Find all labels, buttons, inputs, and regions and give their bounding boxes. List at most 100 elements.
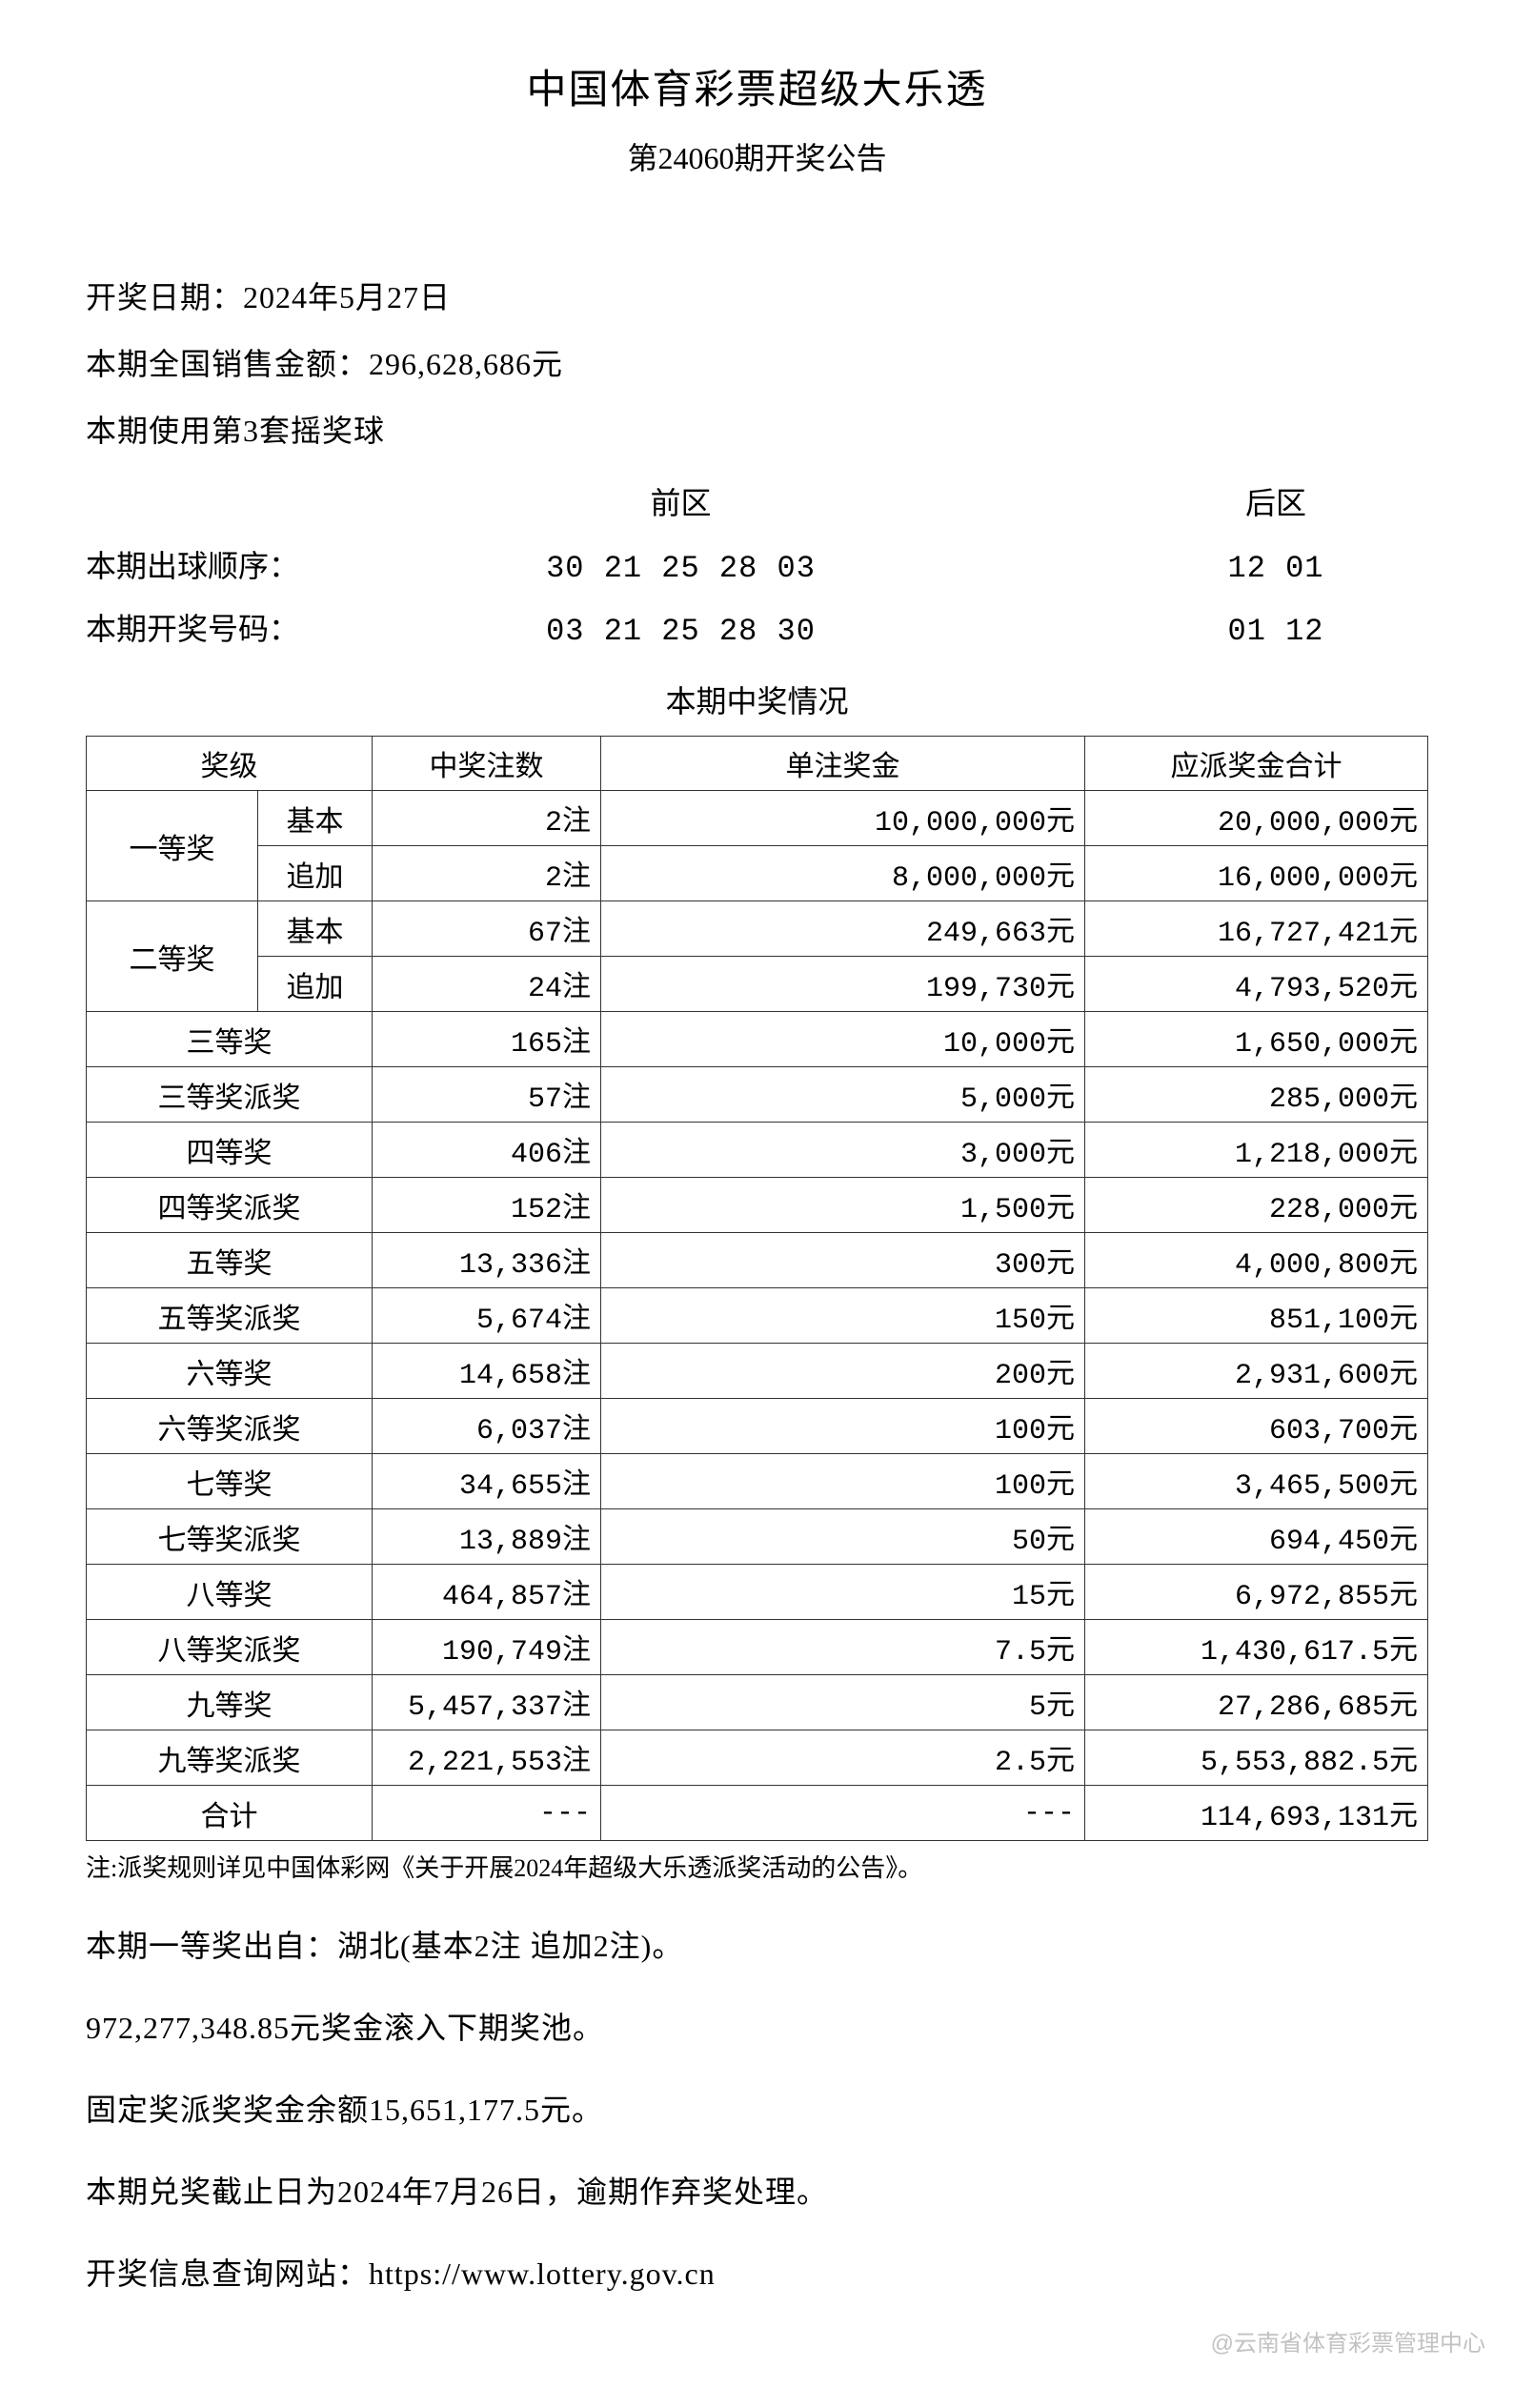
tier-main-cell: 一等奖 <box>87 791 258 901</box>
table-row: 四等奖406注3,000元1,218,000元 <box>87 1123 1428 1178</box>
draw-order-label: 本期出球顺序： <box>86 542 353 586</box>
table-row: 追加2注8,000,000元16,000,000元 <box>87 846 1428 901</box>
table-row: 八等奖464,857注15元6,972,855元 <box>87 1565 1428 1620</box>
count-cell: 152注 <box>373 1178 601 1233</box>
tier-single-cell: 九等奖派奖 <box>87 1730 373 1786</box>
tier-sub-cell: 基本 <box>258 791 373 846</box>
total-cell: 5,553,882.5元 <box>1085 1730 1428 1786</box>
count-cell: 24注 <box>373 957 601 1012</box>
total-cell: 228,000元 <box>1085 1178 1428 1233</box>
total-cell: 2,931,600元 <box>1085 1344 1428 1399</box>
draw-date: 开奖日期：2024年5月27日 <box>86 273 1428 317</box>
per-prize-cell: 200元 <box>601 1344 1085 1399</box>
total-cell: 285,000元 <box>1085 1067 1428 1123</box>
count-cell: 13,889注 <box>373 1509 601 1565</box>
per-prize-cell: 7.5元 <box>601 1620 1085 1675</box>
count-cell: 190,749注 <box>373 1620 601 1675</box>
table-row: 七等奖派奖13,889注50元694,450元 <box>87 1509 1428 1565</box>
winning-row: 本期开奖号码： 03 21 25 28 30 01 12 <box>86 605 1428 649</box>
tier-single-cell: 九等奖 <box>87 1675 373 1730</box>
per-prize-cell: 3,000元 <box>601 1123 1085 1178</box>
table-row: 五等奖13,336注300元4,000,800元 <box>87 1233 1428 1288</box>
per-prize-cell: 2.5元 <box>601 1730 1085 1786</box>
footer-fixed-balance: 固定奖派奖奖金余额15,651,177.5元。 <box>86 2086 1428 2130</box>
total-cell: 16,727,421元 <box>1085 901 1428 957</box>
header-per: 单注奖金 <box>601 737 1085 791</box>
tier-sub-cell: 追加 <box>258 957 373 1012</box>
total-cell: 603,700元 <box>1085 1399 1428 1454</box>
per-prize-cell: 199,730元 <box>601 957 1085 1012</box>
document-title: 中国体育彩票超级大乐透 <box>86 57 1428 115</box>
per-prize-cell: 249,663元 <box>601 901 1085 957</box>
zone-header-row: 前区 后区 <box>86 479 1428 523</box>
table-row: 合计------114,693,131元 <box>87 1786 1428 1841</box>
count-cell: 6,037注 <box>373 1399 601 1454</box>
table-row: 三等奖165注10,000元1,650,000元 <box>87 1012 1428 1067</box>
count-cell: 2,221,553注 <box>373 1730 601 1786</box>
table-row: 追加24注199,730元4,793,520元 <box>87 957 1428 1012</box>
count-cell: 14,658注 <box>373 1344 601 1399</box>
total-cell: 3,465,500元 <box>1085 1454 1428 1509</box>
table-row: 六等奖14,658注200元2,931,600元 <box>87 1344 1428 1399</box>
winning-front: 03 21 25 28 30 <box>353 614 1123 649</box>
count-cell: --- <box>373 1786 601 1841</box>
tier-single-cell: 五等奖派奖 <box>87 1288 373 1344</box>
count-cell: 406注 <box>373 1123 601 1178</box>
front-zone-label: 前区 <box>353 479 1123 523</box>
table-row: 七等奖34,655注100元3,465,500元 <box>87 1454 1428 1509</box>
per-prize-cell: 100元 <box>601 1454 1085 1509</box>
per-prize-cell: 5元 <box>601 1675 1085 1730</box>
footer-deadline: 本期兑奖截止日为2024年7月26日，逾期作弃奖处理。 <box>86 2168 1428 2212</box>
table-row: 二等奖基本67注249,663元16,727,421元 <box>87 901 1428 957</box>
per-prize-cell: 1,500元 <box>601 1178 1085 1233</box>
draw-order-back: 12 01 <box>1123 551 1428 586</box>
tier-single-cell: 五等奖 <box>87 1233 373 1288</box>
count-cell: 5,457,337注 <box>373 1675 601 1730</box>
table-row: 一等奖基本2注10,000,000元20,000,000元 <box>87 791 1428 846</box>
total-cell: 20,000,000元 <box>1085 791 1428 846</box>
per-prize-cell: 300元 <box>601 1233 1085 1288</box>
total-cell: 1,650,000元 <box>1085 1012 1428 1067</box>
tier-single-cell: 合计 <box>87 1786 373 1841</box>
draw-order-row: 本期出球顺序： 30 21 25 28 03 12 01 <box>86 542 1428 586</box>
per-prize-cell: 10,000,000元 <box>601 791 1085 846</box>
back-zone-label: 后区 <box>1123 479 1428 523</box>
count-cell: 13,336注 <box>373 1233 601 1288</box>
total-cell: 1,430,617.5元 <box>1085 1620 1428 1675</box>
prize-table: 奖级 中奖注数 单注奖金 应派奖金合计 一等奖基本2注10,000,000元20… <box>86 736 1428 1841</box>
tier-single-cell: 四等奖 <box>87 1123 373 1178</box>
ball-set: 本期使用第3套摇奖球 <box>86 407 1428 451</box>
tier-single-cell: 六等奖 <box>87 1344 373 1399</box>
total-cell: 1,218,000元 <box>1085 1123 1428 1178</box>
count-cell: 2注 <box>373 846 601 901</box>
count-cell: 2注 <box>373 791 601 846</box>
draw-order-front: 30 21 25 28 03 <box>353 551 1123 586</box>
table-row: 九等奖派奖2,221,553注2.5元5,553,882.5元 <box>87 1730 1428 1786</box>
count-cell: 165注 <box>373 1012 601 1067</box>
sales-amount: 本期全国销售金额：296,628,686元 <box>86 340 1428 384</box>
table-footnote: 注:派奖规则详见中国体彩网《关于开展2024年超级大乐透派奖活动的公告》。 <box>86 1849 1428 1884</box>
document-subtitle: 第24060期开奖公告 <box>86 134 1428 178</box>
total-cell: 114,693,131元 <box>1085 1786 1428 1841</box>
tier-single-cell: 三等奖 <box>87 1012 373 1067</box>
tier-single-cell: 四等奖派奖 <box>87 1178 373 1233</box>
total-cell: 16,000,000元 <box>1085 846 1428 901</box>
tier-main-cell: 二等奖 <box>87 901 258 1012</box>
tier-single-cell: 八等奖 <box>87 1565 373 1620</box>
count-cell: 34,655注 <box>373 1454 601 1509</box>
per-prize-cell: 15元 <box>601 1565 1085 1620</box>
count-cell: 5,674注 <box>373 1288 601 1344</box>
total-cell: 4,000,800元 <box>1085 1233 1428 1288</box>
table-row: 八等奖派奖190,749注7.5元1,430,617.5元 <box>87 1620 1428 1675</box>
table-row: 九等奖5,457,337注5元27,286,685元 <box>87 1675 1428 1730</box>
footer-website: 开奖信息查询网站：https://www.lottery.gov.cn <box>86 2250 1428 2294</box>
count-cell: 57注 <box>373 1067 601 1123</box>
tier-single-cell: 六等奖派奖 <box>87 1399 373 1454</box>
tier-sub-cell: 基本 <box>258 901 373 957</box>
tier-single-cell: 七等奖派奖 <box>87 1509 373 1565</box>
count-cell: 464,857注 <box>373 1565 601 1620</box>
footer-rollover: 972,277,348.85元奖金滚入下期奖池。 <box>86 2004 1428 2048</box>
per-prize-cell: 150元 <box>601 1288 1085 1344</box>
tier-single-cell: 七等奖 <box>87 1454 373 1509</box>
table-row: 六等奖派奖6,037注100元603,700元 <box>87 1399 1428 1454</box>
